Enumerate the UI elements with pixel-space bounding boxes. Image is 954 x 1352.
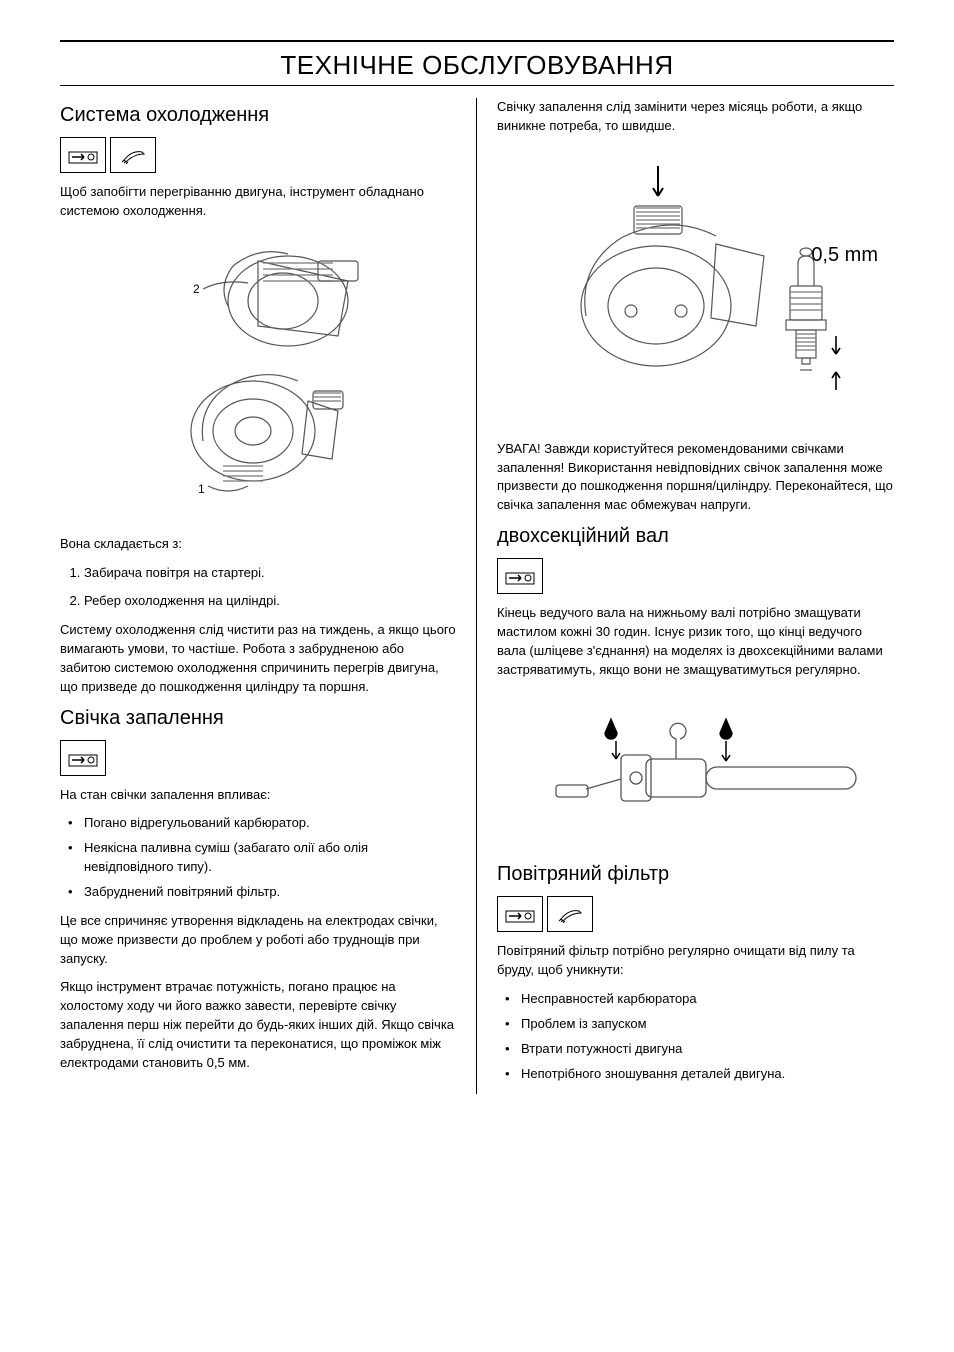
airfilter-b2: Проблем із запуском: [521, 1015, 894, 1034]
cooling-li2: Ребер охолодження на циліндрі.: [84, 592, 456, 611]
section-sparkplug-heading: Свічка запалення: [60, 707, 456, 730]
sparkplug-b1: Погано відрегульований карбюратор.: [84, 814, 456, 833]
brush-icon: [110, 137, 156, 173]
sparkplug-icons: [60, 740, 456, 776]
cooling-figure: 2 1: [60, 231, 456, 521]
left-column: Система охолодження Щоб запобігти перегр…: [60, 98, 477, 1094]
cooling-p1: Щоб запобігти перегріванню двигуна, інст…: [60, 183, 456, 221]
shaft-figure: [497, 689, 894, 849]
cooling-list: Забирача повітря на стартері. Ребер охол…: [60, 564, 456, 612]
section-shaft-heading: двохсекційний вал: [497, 525, 894, 548]
section-airfilter-heading: Повітряний фільтр: [497, 863, 894, 886]
airfilter-b3: Втрати потужності двигуна: [521, 1040, 894, 1059]
svg-text:2: 2: [193, 282, 200, 296]
arrow-icon: [60, 137, 106, 173]
cooling-icons: [60, 137, 456, 173]
airfilter-b1: Несправностей карбюратора: [521, 990, 894, 1009]
sparkplug-figure: 0,5 mm: [497, 146, 894, 426]
airfilter-bullets: Несправностей карбюратора Проблем із зап…: [497, 990, 894, 1083]
brush-icon: [547, 896, 593, 932]
sparkplug-p1: На стан свічки запалення впливає:: [60, 786, 456, 805]
two-column-layout: Система охолодження Щоб запобігти перегр…: [60, 98, 894, 1094]
sparkplug-p3: Якщо інструмент втрачає потужність, пога…: [60, 978, 456, 1072]
top-rule: [60, 40, 894, 42]
sparkplug-warning: УВАГА! Завжди користуйтеся рекомендовани…: [497, 440, 894, 515]
arrow-icon: [497, 896, 543, 932]
gap-label: 0,5 mm: [811, 244, 878, 267]
shaft-p1: Кінець ведучого вала на нижньому валі по…: [497, 604, 894, 679]
cooling-li1: Забирача повітря на стартері.: [84, 564, 456, 583]
sparkplug-p2: Це все спричиняє утворення відкладень на…: [60, 912, 456, 969]
right-column: Свічку запалення слід замінити через міс…: [477, 98, 894, 1094]
cooling-p3: Систему охолодження слід чистити раз на …: [60, 621, 456, 696]
sparkplug-b2: Неякісна паливна суміш (забагато олії аб…: [84, 839, 456, 877]
airfilter-b4: Непотрібного зношування деталей двигуна.: [521, 1065, 894, 1084]
airfilter-p1: Повітряний фільтр потрібно регулярно очи…: [497, 942, 894, 980]
airfilter-icons: [497, 896, 894, 932]
shaft-icons: [497, 558, 894, 594]
sparkplug-replace-p: Свічку запалення слід замінити через міс…: [497, 98, 894, 136]
sparkplug-b3: Забруднений повітряний фільтр.: [84, 883, 456, 902]
arrow-icon: [497, 558, 543, 594]
svg-text:1: 1: [198, 482, 205, 496]
cooling-p2: Вона складається з:: [60, 535, 456, 554]
arrow-icon: [60, 740, 106, 776]
title-rule: [60, 85, 894, 86]
sparkplug-bullets: Погано відрегульований карбюратор. Неякі…: [60, 814, 456, 901]
main-title: ТЕХНІЧНЕ ОБСЛУГОВУВАННЯ: [60, 50, 894, 81]
section-cooling-heading: Система охолодження: [60, 104, 456, 127]
